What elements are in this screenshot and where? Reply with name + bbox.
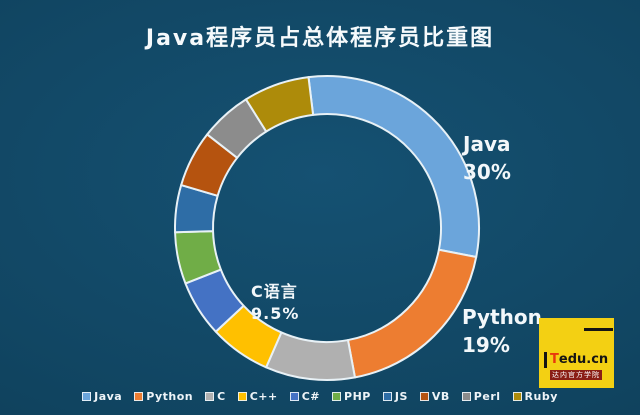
legend-label: Ruby [524, 390, 558, 403]
legend-label: C++ [249, 390, 278, 403]
legend-swatch-icon [289, 392, 299, 401]
callout-c-label: C语言 [251, 282, 298, 301]
logo-inner: T edu.cn 达内官方学院 [544, 351, 609, 380]
legend-item-c: C# [289, 390, 321, 403]
legend-item-c: C++ [237, 390, 278, 403]
legend-item-c: C [205, 390, 226, 403]
callout-java-label: Java [463, 132, 511, 156]
callout-python-value: 19% [462, 333, 510, 357]
legend-item-java: Java [82, 390, 122, 403]
donut-segment-java [307, 75, 480, 258]
logo-brand: T edu.cn [544, 351, 609, 368]
legend-swatch-icon [419, 392, 429, 401]
legend-item-perl: Perl [461, 390, 501, 403]
chart-title: Java程序员占总体程序员比重图 [145, 26, 495, 51]
tedu-logo: T edu.cn 达内官方学院 [539, 318, 614, 388]
callout-java-value: 30% [463, 160, 511, 184]
legend-label: JS [394, 390, 408, 403]
legend-label: Python [146, 390, 194, 403]
legend-item-ruby: Ruby [512, 390, 558, 403]
legend-swatch-icon [382, 392, 392, 401]
legend-swatch-icon [134, 392, 144, 401]
legend-swatch-icon [82, 392, 92, 401]
callout-c: C语言 9.5% [251, 281, 299, 326]
legend-swatch-icon [461, 392, 471, 401]
legend-label: PHP [344, 390, 371, 403]
legend-swatch-icon [332, 392, 342, 401]
logo-brand-t: T [550, 352, 559, 368]
legend-label: Java [94, 390, 123, 403]
donut-segment-c [265, 331, 356, 381]
logo-dash-icon [584, 328, 613, 331]
donut-segment-python [346, 248, 478, 379]
logo-brand-rest: edu.cn [558, 352, 609, 368]
donut-segment-ruby [245, 76, 315, 133]
legend-swatch-icon [512, 392, 522, 401]
legend-item-python: Python [134, 390, 193, 403]
logo-bar-icon [544, 351, 547, 368]
legend-swatch-icon [237, 392, 247, 401]
legend-label: C# [301, 390, 321, 403]
legend-label: VB [431, 390, 450, 403]
callout-python-label: Python [462, 305, 542, 329]
callout-java: Java 30% [463, 130, 511, 186]
logo-subtitle: 达内官方学院 [550, 369, 602, 380]
legend-item-js: JS [382, 390, 408, 403]
legend-item-php: PHP [332, 390, 371, 403]
legend-label: Perl [473, 390, 501, 403]
callout-python: Python 19% [462, 303, 542, 359]
callout-c-value: 9.5% [251, 304, 300, 324]
legend-label: C [217, 390, 226, 403]
legend-item-vb: VB [419, 390, 450, 403]
legend-swatch-icon [205, 392, 215, 401]
legend: Java Python C C++ C# PHP JS VB Perl Ruby [0, 390, 640, 403]
